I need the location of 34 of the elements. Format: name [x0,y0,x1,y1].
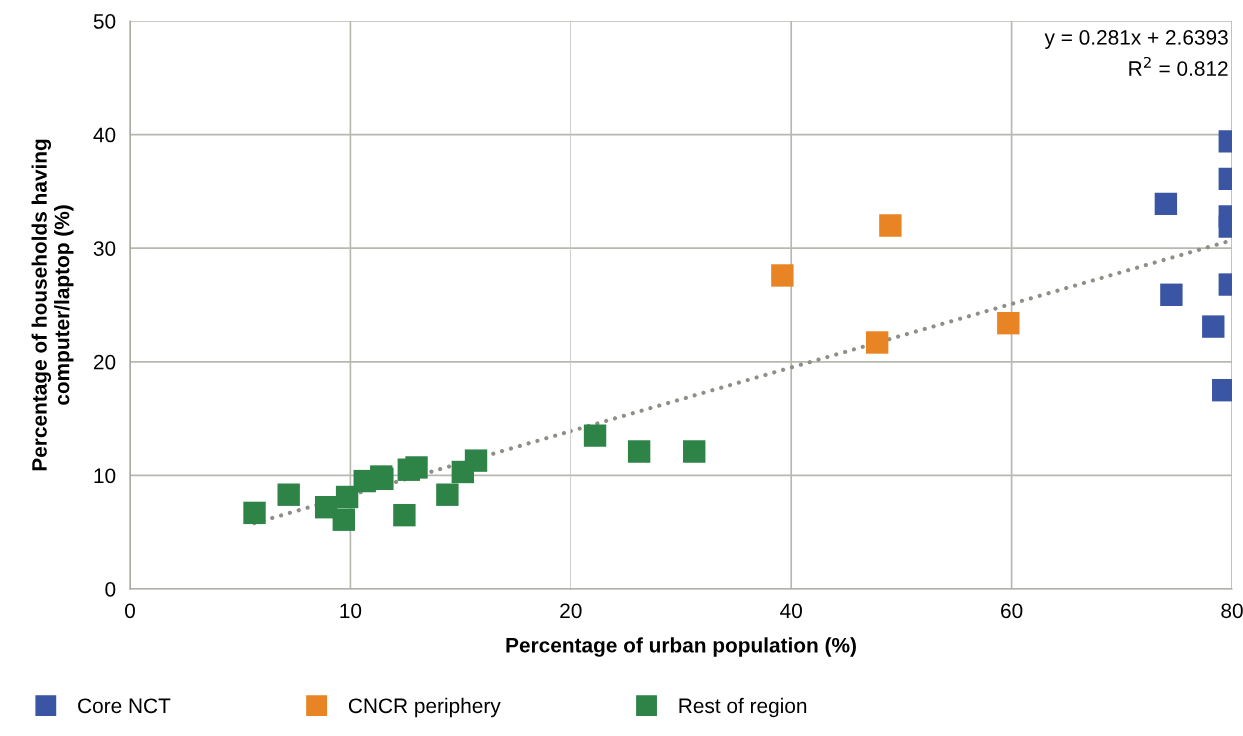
y-tick-label: 0 [105,582,116,597]
y-tick-label: 20 [93,354,116,370]
y-tick-label: 40 [93,127,116,143]
legend-label: Core NCT [78,698,171,714]
x-tick-label: 80 [1221,603,1243,619]
x-tick-label: 40 [780,603,802,619]
point [583,424,607,447]
point [393,503,416,527]
annotation: y = 0.281x + 2.6393 [1044,30,1228,49]
point [683,440,706,463]
point [865,331,889,354]
y-tick-label: 50 [93,14,116,29]
x-axis-title: Percentage of urban population (%) [506,637,856,657]
x-tick-label: 60 [1001,603,1023,619]
point [243,501,266,525]
point [771,264,794,287]
point [436,483,459,506]
point [405,456,428,479]
point [627,440,651,463]
legend-label: Rest of region [679,697,807,718]
legend-label: CNCR periphery [348,697,501,718]
x-tick-label: 20 [560,603,582,619]
y-tick-label: 30 [93,241,116,256]
point [997,311,1020,335]
annotation: R$^{2}$ = 0.812 [1129,56,1228,76]
y-tick-label: 10 [94,468,116,484]
point [277,483,300,506]
x-tick-label: 10 [340,603,362,619]
point [335,485,359,509]
point [879,214,902,237]
point [464,449,488,472]
point [332,508,355,531]
y-axis-title: Percentage of households having computer/laptop (%) [31,139,74,471]
x-tick-label: 0 [125,603,135,619]
